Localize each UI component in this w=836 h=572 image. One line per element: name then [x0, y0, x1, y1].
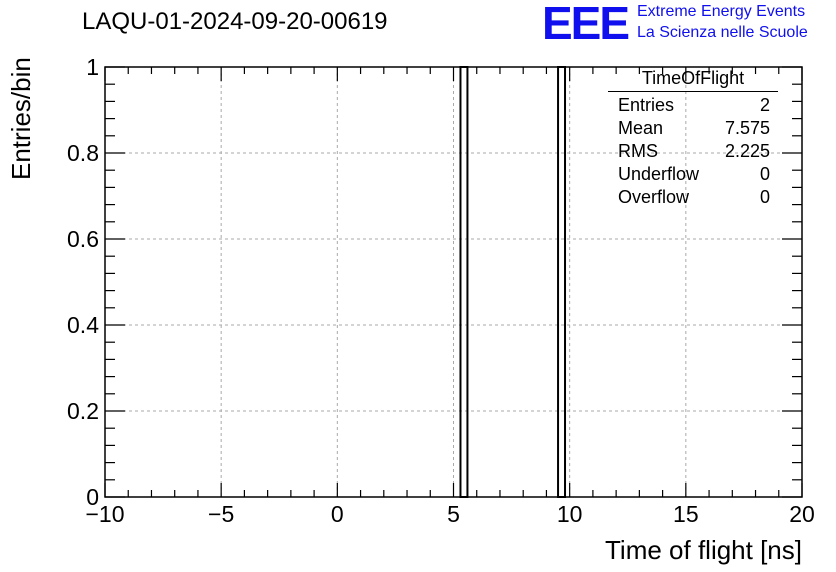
y-axis-label: Entries/bin: [6, 57, 36, 180]
stats-value: 0: [759, 187, 770, 207]
stats-label: Underflow: [618, 164, 700, 184]
x-axis-label: Time of flight [ns]: [605, 535, 802, 565]
x-tick-label: −5: [208, 501, 234, 527]
stats-label: Entries: [618, 95, 675, 115]
stats-value: 7.575: [724, 118, 770, 138]
logo-subtitle-1: Extreme Energy Events: [637, 3, 806, 20]
x-tick-label: −10: [85, 501, 124, 527]
y-tick-label: 0.6: [67, 226, 99, 252]
stats-value: 0: [759, 164, 770, 184]
x-tick-label: 0: [331, 501, 344, 527]
stats-row-entries: Entries 2: [608, 94, 778, 117]
stats-label: RMS: [618, 141, 658, 161]
logo-subtitle-2: La Scienza nelle Scuole: [637, 24, 808, 41]
chart-title: LAQU-01-2024-09-20-00619: [82, 8, 388, 35]
x-tick-label: 10: [557, 501, 583, 527]
stats-label: Overflow: [618, 187, 690, 207]
eee-logo: EEE: [542, 0, 630, 49]
stats-box-title: TimeOfFlight: [608, 68, 778, 92]
y-tick-label: 0.2: [67, 398, 99, 424]
stats-box: TimeOfFlight Entries 2 Mean 7.575 RMS 2.…: [608, 68, 778, 209]
histogram-bar: [459, 66, 469, 498]
y-tick-label: 1: [86, 54, 99, 80]
x-tick-label: 20: [789, 501, 815, 527]
y-tick-label: 0.8: [67, 140, 99, 166]
x-tick-label: 5: [447, 501, 460, 527]
stats-label: Mean: [618, 118, 664, 138]
y-tick-label: 0: [86, 484, 99, 510]
stats-row-underflow: Underflow 0: [608, 163, 778, 186]
stats-row-rms: RMS 2.225: [608, 140, 778, 163]
stats-value: 2: [759, 95, 770, 115]
x-tick-label: 15: [673, 501, 699, 527]
stats-value: 2.225: [724, 141, 770, 161]
histogram-bar: [557, 66, 567, 498]
stats-row-mean: Mean 7.575: [608, 117, 778, 140]
y-tick-label: 0.4: [67, 312, 99, 338]
stats-row-overflow: Overflow 0: [608, 186, 778, 209]
